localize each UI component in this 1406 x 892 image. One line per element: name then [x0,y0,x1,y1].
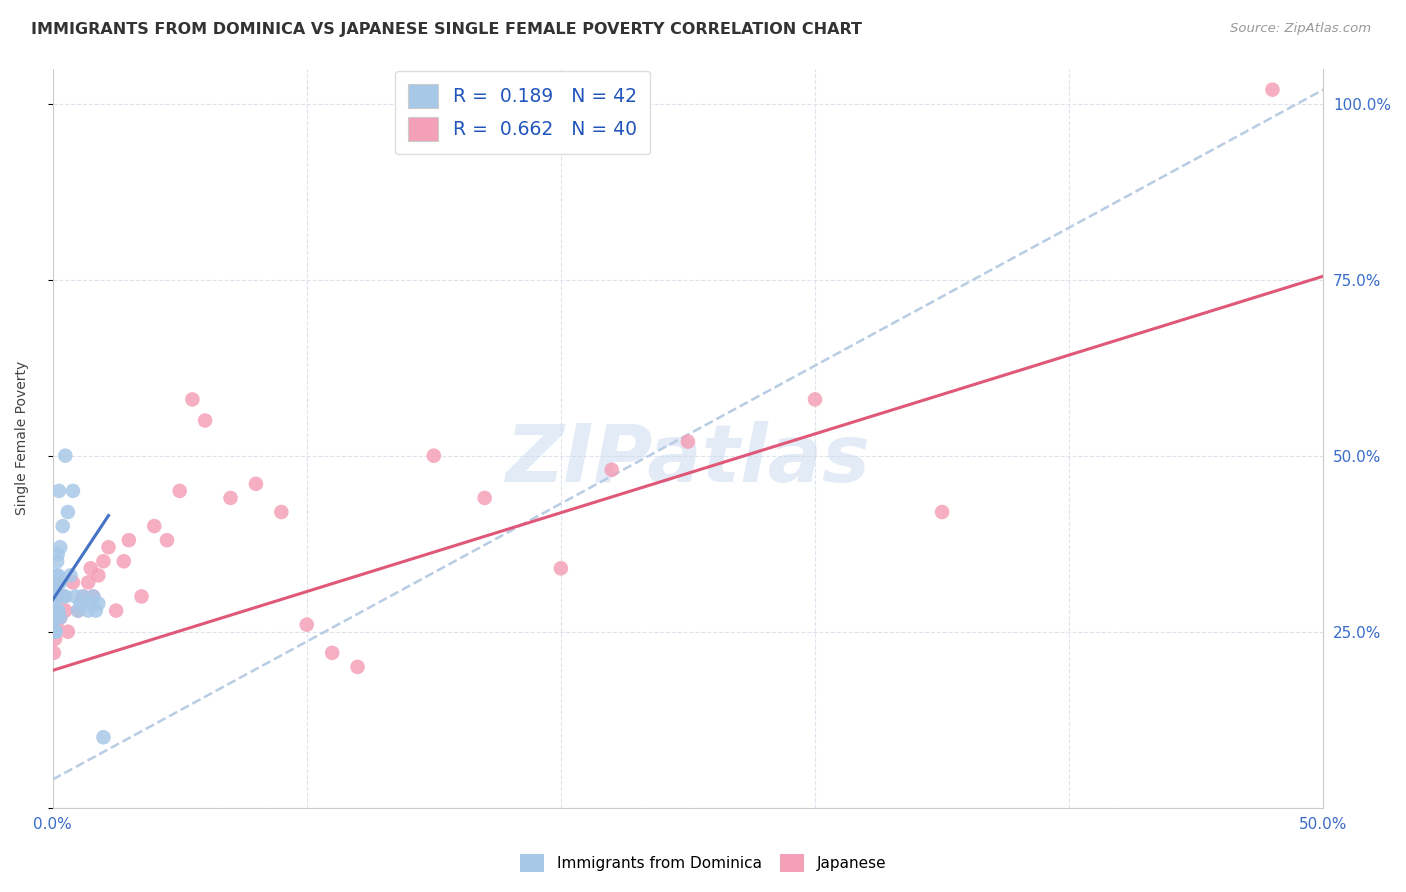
Point [44,610,66,624]
Point [62,575,84,590]
Text: IMMIGRANTS FROM DOMINICA VS JAPANESE SINGLE FEMALE POVERTY CORRELATION CHART: IMMIGRANTS FROM DOMINICA VS JAPANESE SIN… [31,22,862,37]
Point [53,590,76,604]
Point [52,590,75,604]
Point [87,568,110,582]
Y-axis label: Single Female Poverty: Single Female Poverty [15,361,30,516]
Point [156,533,179,548]
Point [49,540,72,554]
Point [84,603,107,617]
Point [46,547,69,561]
Point [44,590,66,604]
Point [45,568,67,582]
Point [46,575,69,590]
Point [931,505,953,519]
Point [66,603,89,617]
Point [80,561,103,575]
Point [45,610,67,624]
Point [46,568,69,582]
Point [69,597,91,611]
Point [49,610,72,624]
Point [45,617,67,632]
Point [804,392,827,407]
Point [87,597,110,611]
Point [42,646,65,660]
Point [56,505,79,519]
Point [56,624,79,639]
Point [105,603,128,617]
Point [82,590,104,604]
Point [295,617,318,632]
Point [77,575,100,590]
Point [42,603,65,617]
Point [52,590,75,604]
Point [346,660,368,674]
Point [97,540,120,554]
Point [49,610,72,624]
Point [44,624,66,639]
Point [46,603,69,617]
Point [44,575,66,590]
Point [46,590,69,604]
Point [48,483,70,498]
Point [118,533,141,548]
Point [46,603,69,617]
Point [143,519,166,533]
Point [112,554,135,568]
Point [52,519,75,533]
Point [44,632,66,646]
Point [321,646,343,660]
Point [62,483,84,498]
Point [45,590,67,604]
Point [53,449,76,463]
Point [45,624,67,639]
Point [131,590,153,604]
Point [44,590,66,604]
Point [219,491,242,505]
Point [42,624,65,639]
Point [1261,82,1284,96]
Point [93,554,115,568]
Legend: Immigrants from Dominica, Japanese: Immigrants from Dominica, Japanese [512,846,894,880]
Text: Source: ZipAtlas.com: Source: ZipAtlas.com [1230,22,1371,36]
Point [550,561,572,575]
Point [77,603,100,617]
Point [474,491,496,505]
Point [82,590,104,604]
Point [49,575,72,590]
Point [44,610,66,624]
Point [169,483,191,498]
Point [181,392,204,407]
Point [600,463,623,477]
Point [676,434,699,449]
Point [270,505,292,519]
Point [59,568,82,582]
Point [65,590,87,604]
Text: ZIPatlas: ZIPatlas [505,421,870,500]
Point [46,603,69,617]
Point [53,603,76,617]
Point [194,413,217,427]
Point [46,554,69,568]
Point [80,597,103,611]
Point [45,603,67,617]
Point [66,603,89,617]
Legend: R =  0.189   N = 42, R =  0.662   N = 40: R = 0.189 N = 42, R = 0.662 N = 40 [395,70,651,154]
Point [423,449,446,463]
Point [245,476,267,491]
Point [72,590,94,604]
Point [72,590,94,604]
Point [93,731,115,745]
Point [45,590,67,604]
